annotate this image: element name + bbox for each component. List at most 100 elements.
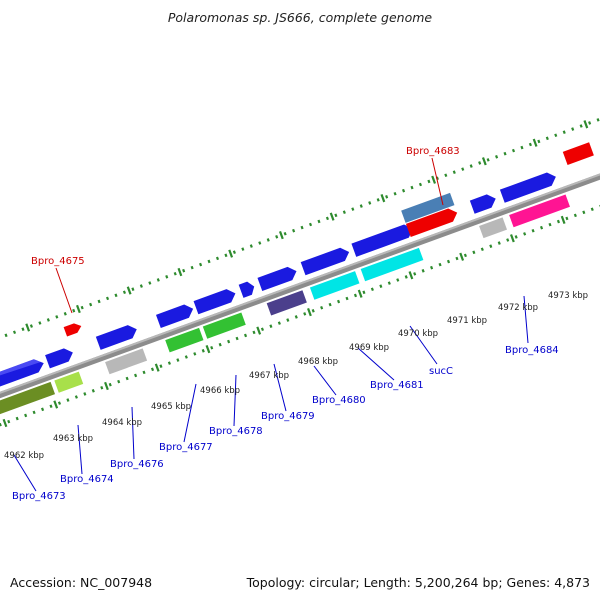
feature-bpro-4680-cds[interactable] bbox=[300, 245, 352, 276]
gene-label[interactable]: Bpro_4684 bbox=[505, 345, 559, 356]
feature-bpro-4680-function[interactable] bbox=[309, 271, 360, 300]
kbp-label: 4973 kbp bbox=[548, 291, 588, 301]
feature-bpro-4679b-cds[interactable] bbox=[257, 265, 298, 292]
tick-dot bbox=[379, 284, 383, 288]
feature-bpro-4676-function[interactable] bbox=[105, 348, 148, 375]
tick-major bbox=[307, 308, 312, 317]
tick-major bbox=[357, 289, 363, 298]
gene-label[interactable]: Bpro_4683 bbox=[406, 146, 460, 157]
feature-bpro-4674-function[interactable] bbox=[54, 371, 84, 393]
tick-dot bbox=[80, 305, 84, 310]
feature-bpro-4685-function[interactable] bbox=[509, 194, 570, 228]
leader-line bbox=[431, 157, 444, 206]
feature-bpro-4673-cds[interactable] bbox=[0, 357, 46, 391]
gene-label[interactable]: Bpro_4673 bbox=[12, 491, 66, 502]
leader-line bbox=[13, 454, 37, 492]
gene-label[interactable]: Bpro_4678 bbox=[209, 426, 263, 437]
gene-label[interactable]: Bpro_4677 bbox=[159, 442, 213, 453]
feature-bpro-4673-function[interactable] bbox=[0, 381, 56, 416]
feature-bpro-4677-cds[interactable] bbox=[155, 302, 196, 328]
feature-bpro-4685-cds[interactable] bbox=[499, 170, 558, 203]
tick-dot bbox=[520, 145, 524, 150]
tick-dot bbox=[182, 268, 186, 273]
tick-major bbox=[177, 267, 183, 277]
feature-bpro-4681-function[interactable] bbox=[360, 247, 424, 282]
tick-dot bbox=[57, 401, 62, 405]
gene-label[interactable]: Bpro_4676 bbox=[110, 459, 164, 470]
tick-dot bbox=[362, 290, 366, 295]
feature-bpro-4678-function[interactable] bbox=[202, 312, 246, 339]
feature-bpro-4684-cds[interactable] bbox=[469, 192, 498, 214]
feature-bpro-4678-cds[interactable] bbox=[193, 287, 238, 315]
tick-dot bbox=[184, 355, 188, 359]
tick-dot bbox=[193, 352, 197, 356]
tick-dot bbox=[455, 256, 459, 261]
tick-dot bbox=[548, 222, 552, 227]
gene-label[interactable]: Bpro_4679 bbox=[261, 411, 315, 422]
kbp-label: 4967 kbp bbox=[249, 371, 289, 381]
tick-dot bbox=[131, 287, 135, 291]
feature-bpro-4675-gene[interactable] bbox=[63, 321, 83, 337]
tick-dot bbox=[243, 333, 248, 338]
tick-dot bbox=[342, 210, 346, 214]
tick-major bbox=[431, 175, 437, 184]
tick-major bbox=[510, 234, 515, 243]
label-leader-lines bbox=[13, 157, 529, 492]
kbp-label: 4966 kbp bbox=[200, 386, 240, 396]
tick-dot bbox=[139, 284, 143, 288]
feature-bpro-4676-cds[interactable] bbox=[95, 323, 139, 350]
tick-dot bbox=[46, 318, 50, 322]
tick-dot bbox=[134, 373, 138, 378]
tick-dot bbox=[167, 361, 171, 365]
feature-bpro-4674-cds[interactable] bbox=[45, 346, 75, 369]
tick-dot bbox=[89, 302, 93, 307]
feature-bpro-4681-cds[interactable] bbox=[351, 222, 415, 257]
tick-dot bbox=[531, 228, 535, 233]
tick-dot bbox=[269, 324, 273, 328]
tick-dot bbox=[562, 130, 566, 134]
tick-dot bbox=[353, 293, 358, 298]
tick-dot bbox=[292, 228, 296, 233]
feature-bpro-4677-function[interactable] bbox=[165, 327, 204, 353]
tick-major bbox=[2, 418, 8, 428]
tick-dot bbox=[249, 244, 253, 248]
tick-dot bbox=[105, 296, 110, 301]
tick-major bbox=[126, 286, 132, 295]
feature-bpro-4679-function[interactable] bbox=[266, 290, 307, 316]
tick-dot bbox=[539, 225, 544, 230]
outer-tick-ring bbox=[4, 118, 600, 338]
leader-line bbox=[183, 383, 197, 443]
tick-major bbox=[76, 304, 81, 314]
gene-label[interactable]: Bpro_4680 bbox=[312, 395, 366, 406]
gene-label[interactable]: sucC bbox=[429, 366, 453, 377]
feature-bpro-4679-cds[interactable] bbox=[238, 280, 257, 298]
tick-dot bbox=[461, 167, 465, 171]
tick-dot bbox=[337, 299, 341, 304]
tick-dot bbox=[514, 235, 518, 239]
tick-dot bbox=[370, 287, 374, 292]
gene-label[interactable]: Bpro_4681 bbox=[370, 380, 424, 391]
feature-offscreen-red-gene[interactable] bbox=[562, 142, 594, 166]
tick-major bbox=[25, 323, 31, 332]
tick-major bbox=[408, 271, 414, 280]
gene-label[interactable]: Bpro_4675 bbox=[31, 256, 85, 267]
leader-line bbox=[55, 267, 73, 314]
tick-dot bbox=[410, 185, 414, 190]
tick-major bbox=[228, 249, 234, 258]
gene-label[interactable]: Bpro_4674 bbox=[60, 474, 114, 485]
leader-line bbox=[357, 347, 395, 381]
tick-dot bbox=[215, 256, 220, 261]
leader-line bbox=[409, 325, 438, 365]
tick-major bbox=[278, 230, 284, 240]
tick-major bbox=[53, 400, 59, 409]
tick-dot bbox=[325, 216, 329, 221]
feature-bpro-4683-gene[interactable] bbox=[401, 192, 459, 237]
tick-major bbox=[256, 326, 262, 335]
tick-dot bbox=[38, 321, 42, 325]
feature-bpro-4684-function[interactable] bbox=[479, 217, 508, 239]
tick-dot bbox=[12, 330, 17, 335]
kbp-label: 4970 kbp bbox=[398, 329, 438, 339]
tick-dot bbox=[235, 336, 239, 341]
kbp-label: 4962 kbp bbox=[4, 451, 44, 461]
